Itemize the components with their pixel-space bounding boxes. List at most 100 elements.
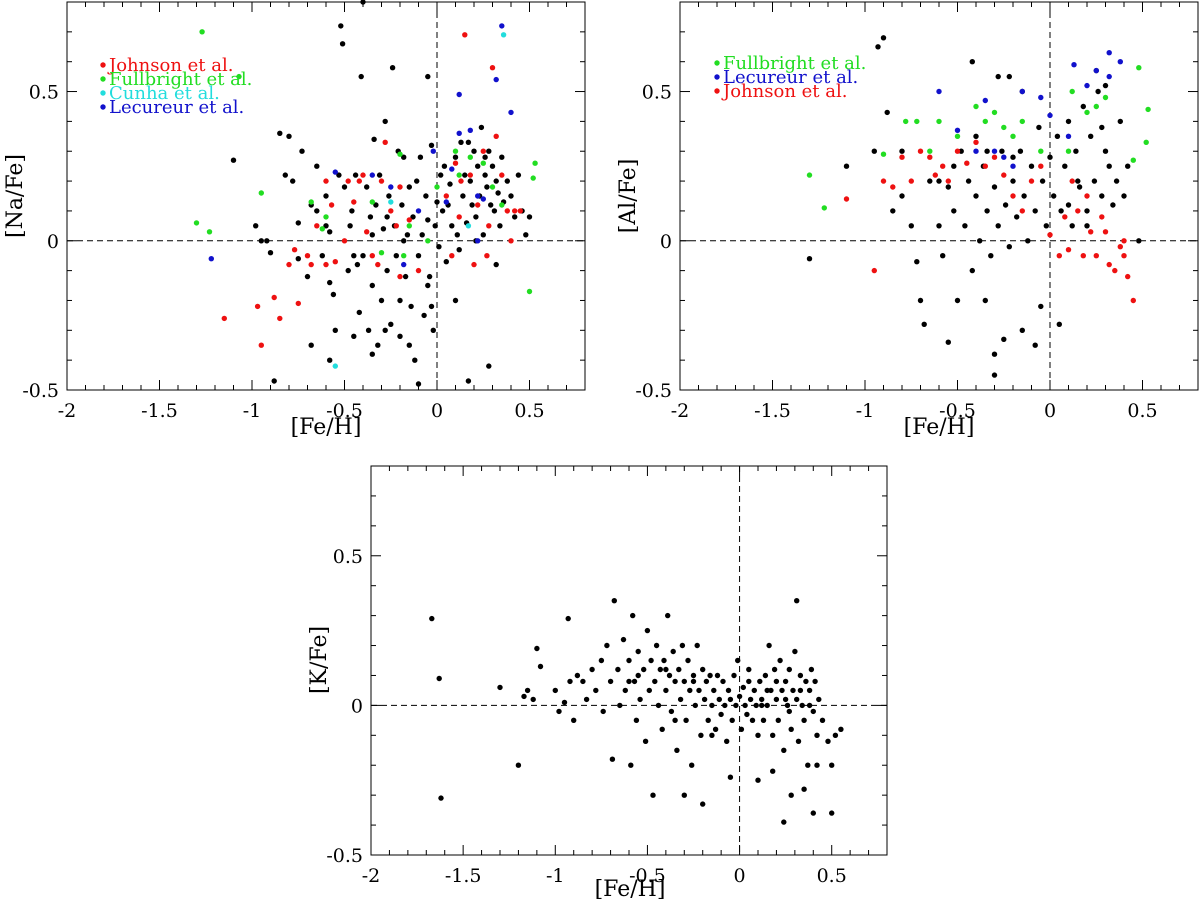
data-point <box>452 148 459 154</box>
data-point <box>347 223 353 229</box>
data-point <box>727 774 734 780</box>
data-point <box>1062 214 1068 220</box>
data-point <box>600 708 606 715</box>
data-point <box>534 645 540 652</box>
data-point <box>397 151 403 157</box>
data-points <box>806 35 1151 378</box>
data-point <box>711 687 717 694</box>
data-point <box>371 136 377 142</box>
data-point <box>890 184 896 190</box>
data-point <box>965 178 972 184</box>
data-point <box>1084 193 1090 199</box>
data-point <box>1117 244 1124 250</box>
data-point <box>1073 148 1079 154</box>
data-point <box>611 598 617 604</box>
tick-labels: -2 -1.5 -1 -0.5 0 0.5 -0.5 0 0.5 <box>635 82 1157 422</box>
data-point <box>674 747 680 753</box>
data-point <box>1088 229 1094 235</box>
data-point <box>914 259 920 265</box>
data-point <box>1121 238 1127 244</box>
x-tick-label: 0.5 <box>817 865 847 887</box>
data-point <box>480 232 486 238</box>
data-point <box>670 648 676 655</box>
data-point <box>871 148 877 154</box>
data-point <box>367 214 374 220</box>
data-point <box>421 312 427 319</box>
y-tick-label: 0 <box>47 231 59 253</box>
data-point <box>332 259 338 265</box>
data-point <box>401 261 407 268</box>
data-point <box>508 109 514 116</box>
data-point <box>1006 244 1012 250</box>
data-point <box>917 297 924 304</box>
data-point <box>1051 193 1057 199</box>
data-point <box>1001 172 1007 178</box>
data-point <box>393 253 399 259</box>
data-point <box>327 357 333 363</box>
data-point <box>788 792 794 798</box>
data-point <box>264 238 270 244</box>
data-point <box>757 678 763 685</box>
data-point <box>580 678 586 685</box>
data-point <box>1091 178 1098 184</box>
data-point <box>443 193 449 199</box>
data-point <box>810 810 816 816</box>
data-point <box>709 702 715 709</box>
data-point <box>499 23 505 29</box>
data-point <box>456 91 462 98</box>
data-point <box>341 184 348 190</box>
y-axis-label: [Na/Fe] <box>3 154 28 238</box>
data-point <box>977 238 983 244</box>
data-point <box>1121 193 1127 199</box>
y-tick-label: 0.5 <box>333 546 363 568</box>
data-point <box>759 696 765 703</box>
data-point <box>799 702 805 709</box>
data-point <box>598 657 605 664</box>
data-point <box>291 247 298 253</box>
data-point <box>694 642 700 649</box>
data-point <box>412 357 418 363</box>
data-point <box>1047 154 1053 160</box>
data-point <box>727 696 734 703</box>
data-point <box>438 172 444 178</box>
data-point <box>755 777 761 783</box>
data-point <box>267 250 274 256</box>
data-point <box>788 726 794 732</box>
data-point <box>698 732 704 738</box>
x-tick-label: 0 <box>431 400 443 422</box>
data-point <box>277 130 283 136</box>
data-point <box>945 339 951 345</box>
data-point <box>604 642 610 649</box>
data-point <box>890 208 896 214</box>
data-point <box>731 672 737 679</box>
data-point <box>556 708 562 715</box>
x-tick-label: -0.5 <box>326 400 363 422</box>
data-point <box>443 259 449 265</box>
data-point <box>339 41 346 47</box>
data-point <box>628 762 634 768</box>
data-point <box>471 261 477 268</box>
data-point <box>380 226 387 232</box>
y-tick-label: 0 <box>660 231 672 253</box>
data-point <box>759 702 765 709</box>
tick-marks <box>679 1 1199 391</box>
data-point <box>552 687 558 694</box>
data-point <box>493 76 499 83</box>
data-point <box>659 726 665 732</box>
data-point <box>537 663 544 670</box>
data-point <box>456 247 462 253</box>
data-point <box>336 172 342 178</box>
data-point <box>766 642 772 649</box>
data-point <box>530 696 536 703</box>
data-point <box>375 342 381 348</box>
data-point <box>940 163 946 169</box>
data-point <box>635 648 641 655</box>
data-point <box>426 273 433 280</box>
data-point <box>1125 163 1131 169</box>
data-point <box>637 696 643 703</box>
data-point <box>819 717 826 723</box>
data-point <box>668 708 675 715</box>
data-point <box>749 717 756 723</box>
data-point <box>282 172 288 178</box>
data-point <box>458 139 464 145</box>
